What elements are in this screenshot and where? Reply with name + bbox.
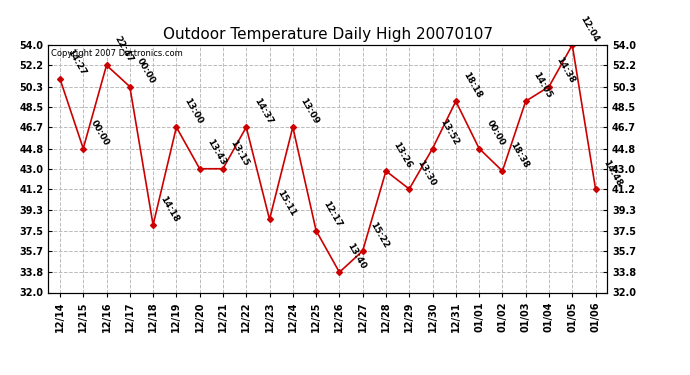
Text: 13:30: 13:30 (415, 158, 437, 188)
Text: 13:26: 13:26 (391, 140, 413, 170)
Text: 14:05: 14:05 (531, 70, 553, 100)
Text: 13:00: 13:00 (182, 97, 204, 126)
Text: 18:18: 18:18 (462, 70, 484, 100)
Text: 14:27: 14:27 (66, 48, 88, 77)
Text: 15:11: 15:11 (275, 189, 297, 218)
Text: 00:00: 00:00 (89, 118, 110, 147)
Text: 14:38: 14:38 (555, 56, 577, 85)
Text: 12:04: 12:04 (578, 14, 600, 44)
Text: 15:22: 15:22 (368, 220, 391, 249)
Title: Outdoor Temperature Daily High 20070107: Outdoor Temperature Daily High 20070107 (163, 27, 493, 42)
Text: 14:48: 14:48 (601, 158, 623, 188)
Text: 13:43: 13:43 (205, 138, 228, 167)
Text: 00:00: 00:00 (135, 56, 157, 85)
Text: 00:00: 00:00 (484, 118, 506, 147)
Text: 13:15: 13:15 (228, 138, 250, 167)
Text: 13:09: 13:09 (298, 96, 320, 126)
Text: 14:18: 14:18 (159, 194, 181, 224)
Text: 13:52: 13:52 (438, 118, 460, 147)
Text: 22:47: 22:47 (112, 34, 135, 64)
Text: Copyright 2007 Dartronics.com: Copyright 2007 Dartronics.com (51, 49, 183, 58)
Text: 14:37: 14:37 (252, 96, 274, 126)
Text: 18:38: 18:38 (508, 140, 530, 170)
Text: 12:17: 12:17 (322, 200, 344, 229)
Text: 13:40: 13:40 (345, 242, 367, 271)
